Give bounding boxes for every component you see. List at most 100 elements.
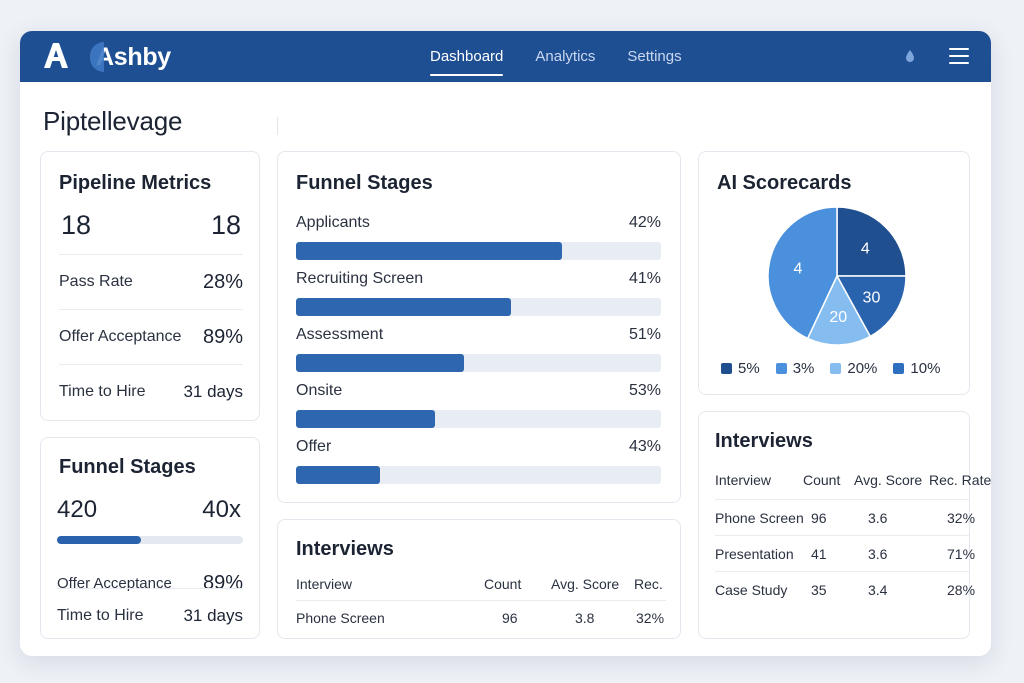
funnel-stage-row: Offer 43% [296, 438, 661, 484]
metric-label: Pass Rate [59, 273, 133, 290]
column-header: Count [484, 576, 522, 592]
funnel-stage-bar [296, 354, 661, 372]
interviews-bottom-table: Interview Count Avg. Score Rec. Phone Sc… [296, 576, 666, 636]
nav-dashboard[interactable]: Dashboard [430, 31, 504, 82]
legend-item: 20% [830, 360, 877, 377]
column-header: Count [803, 472, 841, 488]
interviews-card-right: Interviews Interview Count Avg. Score Re… [698, 411, 991, 639]
interviews-right-title: Interviews [715, 430, 813, 452]
funnel-stage-head: Assessment 51% [296, 326, 661, 348]
metric-label: Time to Hire [57, 607, 144, 624]
column-header: Interview [715, 472, 772, 488]
table-row[interactable]: Case Study 35 3.4 28% [715, 571, 975, 607]
metric-label: Time to Hire [59, 383, 146, 400]
column-header: Rec. [634, 576, 663, 592]
funnel-stage-bar-fill [296, 466, 380, 484]
brand[interactable]: Ashby [90, 41, 171, 73]
column-header: Interview [296, 576, 353, 592]
funnel-stage-value: 42% [628, 214, 661, 231]
pie-legend: 5% 3% 20% 10% [721, 360, 956, 377]
interviews-card-bottom: Interviews Interview Count Avg. Score Re… [277, 519, 681, 639]
funnel-stage-row: Applicants 42% [296, 214, 661, 260]
notification-drop-icon[interactable] [905, 49, 915, 63]
table-cell: 3.6 [868, 546, 888, 562]
metric-value: 89% [202, 325, 243, 348]
legend-item: 10% [893, 360, 940, 377]
table-cell: 32% [947, 510, 976, 526]
table-cell: 41 [811, 546, 827, 562]
table-cell: 71% [947, 546, 976, 562]
legend-swatch [830, 363, 842, 374]
pie-slice[interactable] [767, 206, 838, 340]
table-cell: 3.4 [868, 582, 888, 598]
pie-slice-label: 20 [829, 309, 847, 326]
nav-analytics[interactable]: Analytics [535, 48, 596, 65]
column-header: Avg. Score [551, 576, 620, 592]
pipeline-metrics-card: Pipeline Metrics 18 18 Pass Rate 28% Off… [40, 151, 260, 421]
funnel-stage-label: Recruiting Screen [296, 270, 424, 287]
funnel-stage-value: 43% [628, 438, 661, 455]
funnel-summary-right-number: 40x [202, 496, 241, 523]
column-header: Avg. Score [854, 472, 923, 488]
table-cell: 32% [636, 610, 665, 626]
funnel-stage-row: Onsite 53% [296, 382, 661, 428]
table-cell: Case Study [715, 582, 788, 598]
table-row[interactable]: Presentation 41 3.6 71% [715, 535, 975, 571]
pipeline-metrics-title: Pipeline Metrics [59, 172, 212, 194]
table-cell: Phone Screen [715, 510, 804, 526]
metric-row-time-to-hire: Time to Hire 31 days [57, 588, 243, 643]
metric-value: 31 days [183, 382, 243, 401]
pie-slice-label: 4 [861, 241, 870, 258]
funnel-stage-label: Offer [296, 438, 332, 455]
ai-scorecards-title: AI Scorecards [717, 172, 852, 194]
legend-label: 10% [910, 360, 941, 377]
table-cell: 96 [502, 610, 518, 626]
pie-slice[interactable] [836, 206, 907, 277]
interviews-bottom-title: Interviews [296, 538, 394, 560]
funnel-stage-label: Applicants [296, 214, 370, 231]
legend-label: 5% [738, 360, 760, 377]
funnel-stage-value: 41% [628, 270, 661, 287]
pie-slice[interactable] [835, 275, 907, 338]
legend-swatch [775, 363, 787, 374]
funnel-summary-progress-fill [57, 536, 141, 544]
funnel-stage-label: Onsite [296, 382, 343, 399]
top-navigation-bar: Ashby Dashboard Analytics Settings [20, 31, 991, 82]
funnel-summary-card: Funnel Stages 420 40x Offer Acceptance 8… [40, 437, 260, 639]
metric-label: Offer Acceptance [57, 575, 172, 592]
metric-value: 31 days [183, 606, 243, 625]
funnel-summary-left-number: 420 [57, 496, 98, 523]
funnel-stage-row: Assessment 51% [296, 326, 661, 372]
pipeline-right-number: 18 [210, 210, 241, 240]
funnel-stage-bar-fill [296, 410, 435, 428]
funnel-stage-head: Offer 43% [296, 438, 661, 460]
brand-name: Ashby [96, 42, 171, 71]
app-window: Ashby Dashboard Analytics Settings Pipte… [20, 31, 991, 656]
table-divider [296, 600, 666, 601]
nav-settings[interactable]: Settings [627, 48, 682, 65]
funnel-stages-card: Funnel Stages Applicants 42% Recruiting Sc… [277, 151, 681, 503]
funnel-stage-head: Recruiting Screen 41% [296, 270, 661, 292]
interviews-right-header: Interview Count Avg. Score Rec. Rate [715, 472, 991, 492]
metric-value: 28% [202, 270, 243, 293]
pie-slice-label: 30 [863, 289, 881, 306]
funnel-stage-head: Applicants 42% [296, 214, 661, 236]
pie-slice[interactable] [806, 274, 872, 346]
funnel-stage-bar [296, 298, 661, 316]
page-title: Piptellevage [43, 106, 183, 136]
legend-swatch [893, 363, 905, 374]
legend-item: 3% [775, 360, 815, 377]
funnel-stages-title: Funnel Stages [296, 172, 433, 194]
legend-label: 3% [792, 360, 815, 377]
funnel-stage-bar [296, 410, 661, 428]
pipeline-left-number: 18 [61, 210, 92, 240]
funnel-stage-row: Recruiting Screen 41% [296, 270, 661, 316]
table-cell: 28% [947, 582, 976, 598]
ashby-logo-icon[interactable] [42, 40, 70, 70]
funnel-summary-title: Funnel Stages [59, 456, 196, 478]
table-row[interactable]: Phone Screen 96 3.6 32% [715, 499, 975, 535]
table-cell: 35 [811, 582, 827, 598]
hamburger-menu-icon[interactable] [949, 48, 969, 64]
funnel-stage-bar [296, 242, 661, 260]
funnel-stage-value: 51% [628, 326, 661, 343]
